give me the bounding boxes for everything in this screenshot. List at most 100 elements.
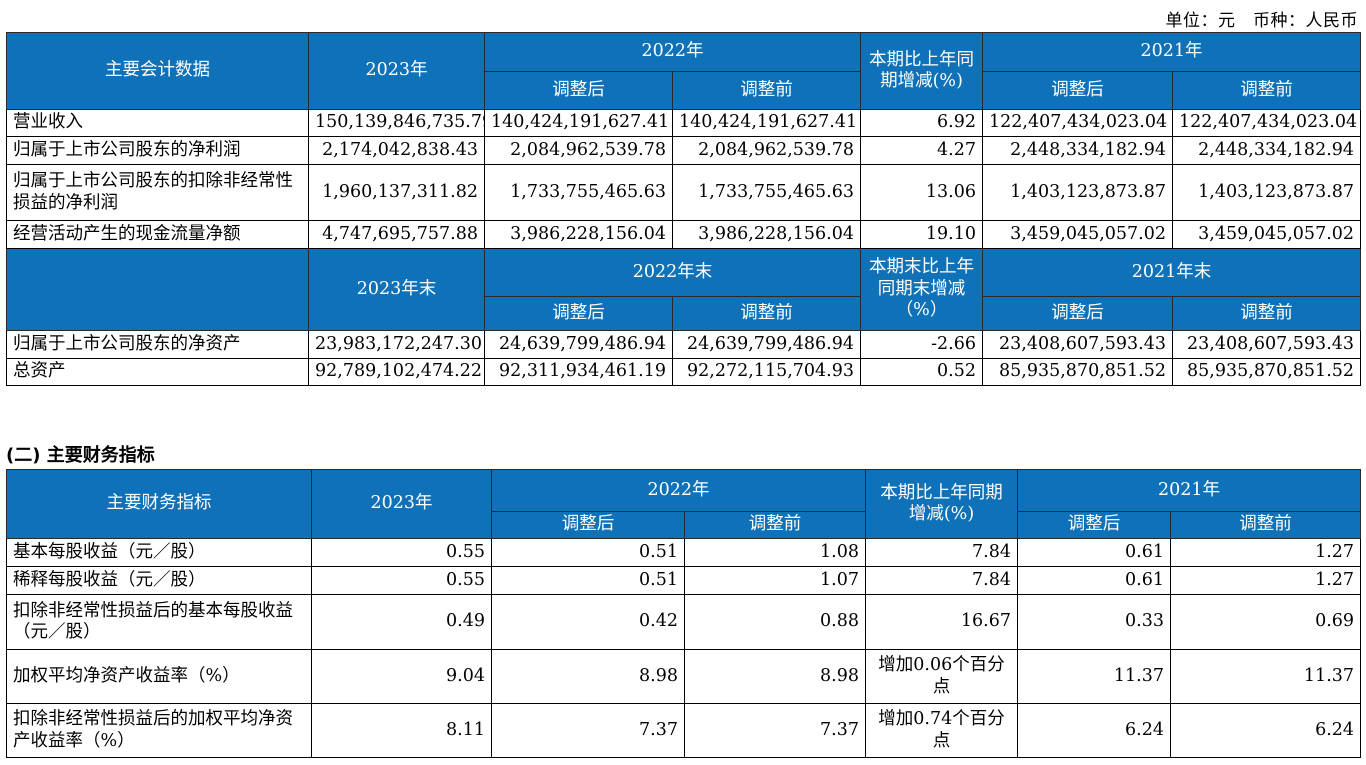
value-2021-adjusted: 1,403,123,873.87 <box>982 164 1174 221</box>
value-2022-adjusted: 0.51 <box>491 538 685 567</box>
row-label: 经营活动产生的现金流量净额 <box>6 220 309 249</box>
value-2021-adjusted: 122,407,434,023.04 <box>982 109 1174 137</box>
value-2021-before: 11.37 <box>1170 649 1362 704</box>
row-label: 扣除非经常性损益后的基本每股收益（元／股） <box>6 594 312 650</box>
value-2023: 150,139,846,735.79 <box>308 109 485 137</box>
table-row: 总资产 92,789,102,474.22 92,311,934,461.19 … <box>6 358 1362 386</box>
value-2021-before: 1,403,123,873.87 <box>1172 164 1362 221</box>
value-2022-before: 140,424,191,627.41 <box>671 109 862 137</box>
value-2023: 2,174,042,838.43 <box>308 136 485 165</box>
table-row: 营业收入 150,139,846,735.79 140,424,191,627.… <box>6 109 1362 137</box>
value-2021-adjusted: 0.61 <box>1017 538 1172 567</box>
header-2021-end-before: 调整前 <box>1172 296 1362 331</box>
value-change: 19.10 <box>860 220 984 249</box>
value-2022-before: 0.88 <box>683 594 867 650</box>
value-2023: 0.49 <box>311 594 492 650</box>
value-2021-before: 3,459,045,057.02 <box>1172 220 1362 249</box>
table-row: 扣除非经常性损益后的加权平均净资产收益率（%） 8.11 7.37 7.37 增… <box>6 703 1362 758</box>
value-2021-before: 23,408,607,593.43 <box>1172 330 1362 359</box>
value-2022-before: 3,986,228,156.04 <box>671 220 862 249</box>
value-2021-before: 6.24 <box>1170 703 1362 758</box>
value-change: 0.52 <box>860 358 984 386</box>
header-main-accounting-data: 主要会计数据 <box>6 32 309 110</box>
value-2022-adjusted: 1,733,755,465.63 <box>484 164 673 221</box>
value-2021-before: 0.69 <box>1170 594 1362 650</box>
value-change: 7.84 <box>865 566 1019 595</box>
value-2023: 4,747,695,757.88 <box>308 220 485 249</box>
header-key-financial-indicators: 主要财务指标 <box>6 469 312 539</box>
value-2021-before: 1.27 <box>1170 538 1362 567</box>
value-2022-before: 24,639,799,486.94 <box>671 330 862 359</box>
value-2021-before: 2,448,334,182.94 <box>1172 136 1362 165</box>
row-label: 扣除非经常性损益后的加权平均净资产收益率（%） <box>6 703 312 758</box>
value-change: 13.06 <box>860 164 984 221</box>
value-2021-before: 85,935,870,851.52 <box>1172 358 1362 386</box>
value-change: 增加0.06个百分点 <box>865 649 1019 704</box>
row-label: 归属于上市公司股东的扣除非经常性损益的净利润 <box>6 164 309 221</box>
value-2021-adjusted: 85,935,870,851.52 <box>982 358 1174 386</box>
header-2021: 2021年 <box>1017 469 1362 512</box>
value-change: 4.27 <box>860 136 984 165</box>
value-2023: 0.55 <box>311 538 492 567</box>
unit-currency-note: 单位：元 币种：人民币 <box>1165 11 1358 31</box>
row-label: 基本每股收益（元／股） <box>6 538 312 567</box>
value-change: 增加0.74个百分点 <box>865 703 1019 758</box>
table-row: 经营活动产生的现金流量净额 4,747,695,757.88 3,986,228… <box>6 220 1362 249</box>
value-change: 7.84 <box>865 538 1019 567</box>
value-2022-before: 1,733,755,465.63 <box>671 164 862 221</box>
value-2022-before: 7.37 <box>683 703 867 758</box>
header-2022-end: 2022年末 <box>483 248 862 297</box>
value-2023: 1,960,137,311.82 <box>308 164 485 221</box>
header-2022-before: 调整前 <box>671 71 862 110</box>
value-2023: 92,789,102,474.22 <box>308 358 485 386</box>
header-2021-before: 调整前 <box>1170 511 1362 539</box>
value-change: 16.67 <box>865 594 1019 650</box>
header-yoy-change: 本期比上年同期增减(%) <box>860 32 984 110</box>
header-2022-adjusted: 调整后 <box>484 71 673 110</box>
row-label: 归属于上市公司股东的净利润 <box>6 136 309 165</box>
value-2022-before: 92,272,115,704.93 <box>671 358 862 386</box>
value-change: 6.92 <box>860 109 984 137</box>
value-2021-adjusted: 3,459,045,057.02 <box>982 220 1174 249</box>
value-2023: 23,983,172,247.30 <box>308 330 485 359</box>
value-2022-adjusted: 24,639,799,486.94 <box>484 330 673 359</box>
header-blank <box>6 248 309 331</box>
value-2022-adjusted: 7.37 <box>491 703 685 758</box>
value-2022-adjusted: 0.42 <box>491 594 685 650</box>
value-2023: 9.04 <box>311 649 492 704</box>
table-row: 归属于上市公司股东的扣除非经常性损益的净利润 1,960,137,311.82 … <box>6 164 1362 221</box>
value-2022-before: 1.08 <box>683 538 867 567</box>
value-2021-adjusted: 0.33 <box>1017 594 1172 650</box>
value-2022-adjusted: 92,311,934,461.19 <box>484 358 673 386</box>
row-label: 营业收入 <box>6 109 309 137</box>
value-2021-adjusted: 6.24 <box>1017 703 1172 758</box>
header-2022: 2022年 <box>483 32 862 72</box>
row-label: 总资产 <box>6 358 309 386</box>
value-2022-adjusted: 8.98 <box>491 649 685 704</box>
table-row: 基本每股收益（元／股） 0.55 0.51 1.08 7.84 0.61 1.2… <box>6 538 1362 567</box>
value-2022-adjusted: 140,424,191,627.41 <box>484 109 673 137</box>
table-row: 加权平均净资产收益率（%） 9.04 8.98 8.98 增加0.06个百分点 … <box>6 649 1362 704</box>
header-2023-end: 2023年末 <box>308 248 485 331</box>
table-row: 归属于上市公司股东的净利润 2,174,042,838.43 2,084,962… <box>6 136 1362 165</box>
value-2022-before: 8.98 <box>683 649 867 704</box>
value-2022-adjusted: 3,986,228,156.04 <box>484 220 673 249</box>
key-financial-indicators-table: 主要财务指标 2023年 2022年 本期比上年同期增减(%) 2021年 调整… <box>6 469 1362 758</box>
header-2022-end-before: 调整前 <box>671 296 862 331</box>
header-2021-end-adjusted: 调整后 <box>982 296 1174 331</box>
header-2021-before: 调整前 <box>1172 71 1362 110</box>
row-label: 归属于上市公司股东的净资产 <box>6 330 309 359</box>
section-title-key-financial-indicators: (二) 主要财务指标 <box>6 445 155 466</box>
value-2022-adjusted: 2,084,962,539.78 <box>484 136 673 165</box>
table-row: 扣除非经常性损益后的基本每股收益（元／股） 0.49 0.42 0.88 16.… <box>6 594 1362 650</box>
header-2021-end: 2021年末 <box>982 248 1362 297</box>
header-2022: 2022年 <box>490 469 867 512</box>
value-2021-adjusted: 0.61 <box>1017 566 1172 595</box>
header-period-end-change: 本期末比上年同期末增减（%） <box>860 248 984 331</box>
value-2022-before: 1.07 <box>683 566 867 595</box>
header-2022-end-adjusted: 调整后 <box>484 296 673 331</box>
header-2022-before: 调整前 <box>683 511 867 539</box>
header-2021: 2021年 <box>982 32 1362 72</box>
value-2022-adjusted: 0.51 <box>491 566 685 595</box>
row-label: 稀释每股收益（元／股） <box>6 566 312 595</box>
